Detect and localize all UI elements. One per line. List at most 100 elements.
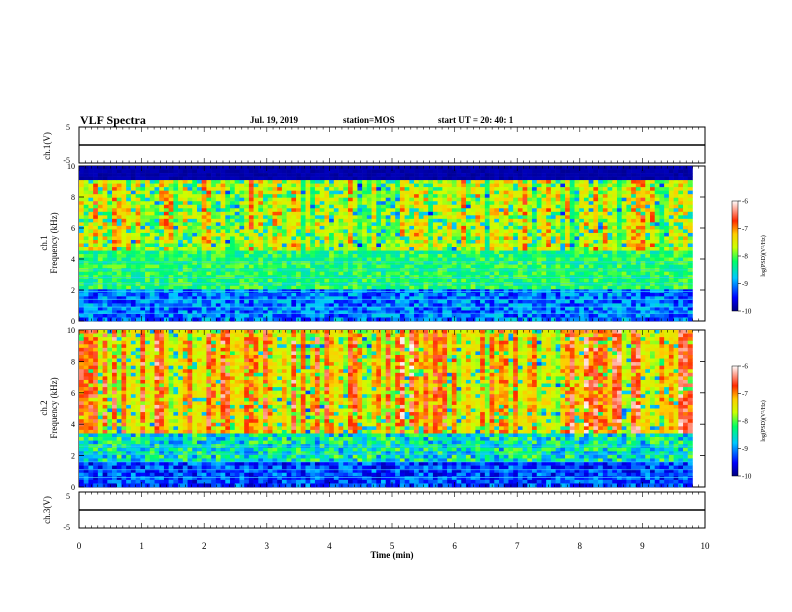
spectrogram-cell (310, 257, 316, 262)
spectrogram-cell (465, 239, 471, 244)
spectrogram-cell (508, 176, 514, 181)
spectrogram-cell (376, 229, 382, 234)
spectrogram-cell (343, 296, 349, 301)
spectrogram-cell (371, 197, 377, 202)
spectrogram-cell (140, 229, 146, 234)
spectrogram-cell (333, 180, 339, 184)
spectrogram-cell (338, 190, 344, 195)
spectrogram-cell (277, 303, 283, 308)
spectrogram-cell (588, 264, 594, 269)
spectrogram-cell (470, 218, 476, 223)
spectrogram-cell (333, 166, 339, 170)
spectrogram-cell (517, 173, 523, 177)
spectrogram-cell (314, 271, 320, 276)
spectrogram-cell (300, 229, 306, 234)
spectrogram-cell (465, 180, 471, 184)
spectrogram-cell (159, 236, 165, 241)
spectrogram-cell (220, 239, 226, 244)
spectrogram-cell (508, 180, 514, 184)
spectrogram-cell (187, 190, 193, 195)
spectrogram-cell (357, 261, 363, 265)
spectrogram-cell (173, 197, 179, 202)
spectrogram-cell (546, 310, 552, 315)
spectrogram-cell (508, 218, 514, 223)
spectrogram-cell (192, 211, 198, 216)
spectrogram-cell (300, 183, 306, 188)
spectrogram-cell (126, 303, 132, 308)
spectrogram-cell (253, 243, 259, 248)
spectrogram-cell (461, 187, 467, 191)
spectrogram-cell (163, 225, 169, 230)
spectrogram-cell (314, 176, 320, 181)
spectrogram-cell (456, 222, 462, 227)
spectrogram-cell (371, 187, 377, 191)
spectrogram-cell (187, 180, 193, 184)
spectrogram-cell (154, 222, 160, 227)
spectrogram-cell (97, 187, 103, 191)
spectrogram-cell (347, 299, 354, 304)
spectrogram-cell (366, 166, 372, 170)
spectrogram-cell (168, 208, 174, 213)
spectrogram-cell (126, 261, 132, 265)
spectrogram-cell (423, 261, 429, 265)
spectrogram-cell (93, 176, 99, 181)
spectrogram-cell (381, 271, 387, 276)
spectrogram-cell (192, 254, 198, 258)
spectrogram-cell (541, 310, 547, 315)
spectrogram-cell (583, 173, 589, 177)
spectrogram-cell (192, 310, 198, 315)
spectrogram-cell (371, 257, 377, 262)
spectrogram-cell (329, 296, 335, 301)
spectrogram-cell (291, 208, 297, 213)
spectrogram-cell (470, 257, 476, 262)
spectrogram-cell (296, 313, 302, 318)
spectrogram-cell (437, 264, 443, 269)
spectrogram-cell (102, 169, 108, 174)
spectrogram-cell (116, 257, 122, 262)
spectrogram-cell (310, 317, 316, 322)
spectrogram-cell (149, 176, 155, 181)
spectrogram-cell (447, 310, 453, 315)
spectrogram-cell (579, 257, 585, 262)
spectrogram-cell (187, 208, 193, 213)
spectrogram-cell (499, 271, 505, 276)
spectrogram-cell (456, 239, 462, 244)
spectrogram-cell (338, 254, 344, 258)
spectrogram-cell (196, 306, 202, 311)
spectrogram-cell (574, 218, 580, 223)
spectrogram-cell (447, 208, 453, 213)
spectrogram-cell (550, 313, 556, 318)
spectrogram-cell (461, 173, 467, 177)
spectrogram-cell (220, 173, 226, 177)
spectrogram-cell (399, 296, 405, 301)
spectrogram-cell (230, 211, 236, 216)
spectrogram-cell (168, 236, 174, 241)
spectrogram-cell (357, 173, 363, 177)
spectrogram-cell (182, 313, 188, 318)
spectrogram-cell (447, 215, 453, 220)
spectrogram-cell (93, 229, 99, 234)
spectrogram-cell (79, 194, 85, 198)
spectrogram-cell (130, 225, 136, 230)
spectrogram-cell (79, 201, 85, 206)
spectrogram-cell (532, 190, 538, 195)
spectrogram-cell (414, 243, 420, 248)
spectrogram-cell (503, 310, 509, 315)
spectrogram-cell (343, 180, 349, 184)
spectrogram-cell (456, 229, 462, 234)
spectrogram-cell (178, 250, 184, 255)
spectrogram-cell (442, 264, 448, 269)
spectrogram-cell (230, 310, 236, 315)
spectrogram-cell (163, 173, 169, 177)
spectrogram-cell (272, 232, 278, 237)
spectrogram-cell (107, 278, 113, 283)
spectrogram-cell (192, 183, 198, 188)
spectrogram-cell (234, 232, 240, 237)
spectrogram-cell (588, 201, 594, 206)
spectrogram-cell (130, 204, 136, 209)
spectrogram-cell (154, 239, 160, 244)
spectrogram-cell (395, 173, 401, 177)
spectrogram-cell (470, 211, 476, 216)
spectrogram-cell (428, 190, 434, 195)
spectrogram-cell (196, 194, 202, 198)
